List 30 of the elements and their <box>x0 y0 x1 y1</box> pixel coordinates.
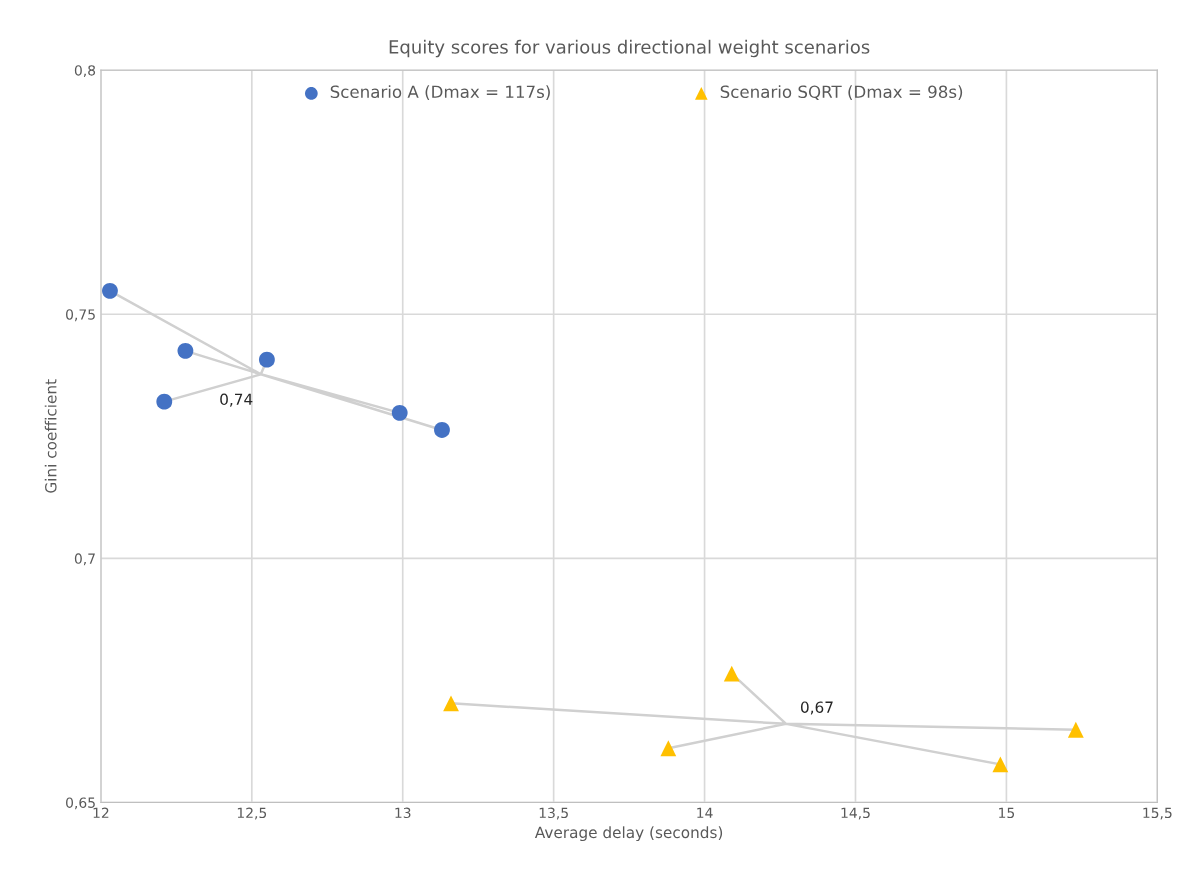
x-tick-label: 15,5 <box>1143 807 1172 820</box>
point <box>443 695 459 712</box>
x-tick-label: 13 <box>395 807 411 819</box>
point <box>156 393 173 410</box>
chart-title: Equity scores for various directional weight scenarios <box>389 39 870 58</box>
point <box>177 342 194 359</box>
point <box>258 351 275 368</box>
y-tick-label: 0,75 <box>66 309 95 322</box>
annotation: 0,74 <box>220 393 253 407</box>
y-tick-label: 0,7 <box>74 553 95 566</box>
x-tick-label: 15 <box>999 807 1015 819</box>
point <box>102 282 118 299</box>
point <box>391 404 408 421</box>
x-tick-label: 13,5 <box>539 807 568 820</box>
y-axis-title: Gini coefficient <box>44 379 57 493</box>
x-tick-label: 14,5 <box>841 807 870 820</box>
point <box>434 422 450 438</box>
y-tick-label: 0,8 <box>74 65 96 78</box>
legend-label: Scenario SQRT (Dmax = 98s) <box>720 85 963 101</box>
y-tick-label: 0,65 <box>66 797 95 810</box>
point <box>660 740 677 757</box>
point <box>723 665 740 682</box>
x-tick-label: 12,5 <box>237 807 267 820</box>
point <box>992 756 1009 773</box>
x-axis-title: Average delay (seconds) <box>534 826 723 842</box>
legend-label: Scenario A (Dmax = 117s) <box>330 85 550 101</box>
annotation: 0,67 <box>800 701 833 715</box>
point <box>1067 721 1084 738</box>
x-tick-label: 14 <box>697 807 713 818</box>
x-tick-label: 12 <box>93 807 109 818</box>
